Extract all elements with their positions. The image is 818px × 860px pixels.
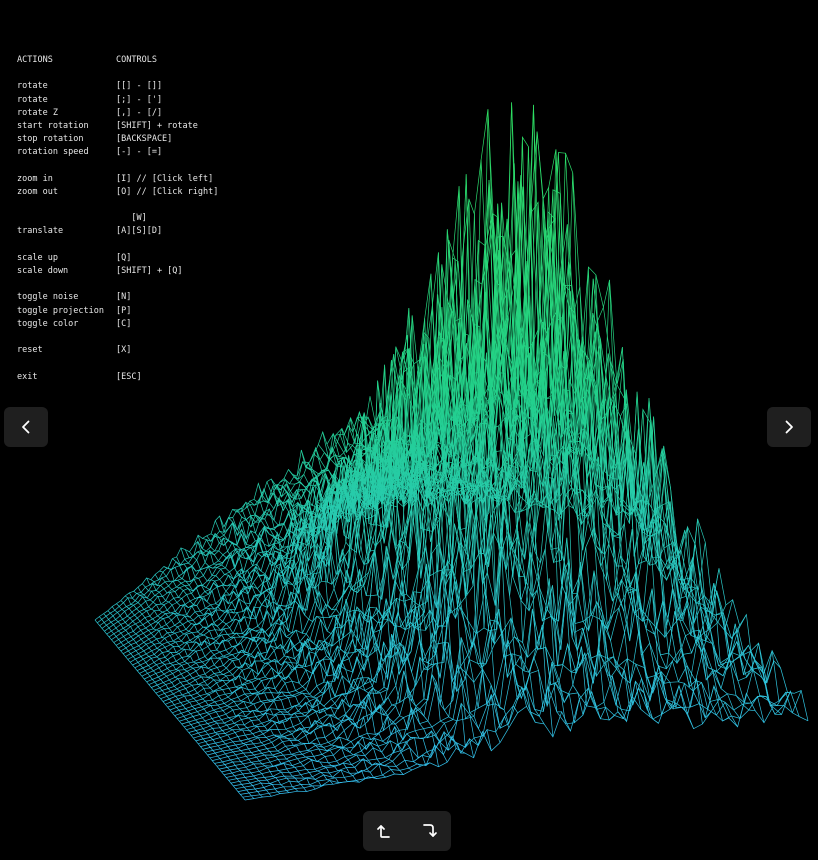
rotation-controls xyxy=(363,811,451,851)
action-label: rotate xyxy=(17,81,48,92)
action-label: exit xyxy=(17,371,38,382)
action-label xyxy=(17,212,116,225)
next-button[interactable] xyxy=(767,407,811,447)
action-label: ACTIONS xyxy=(17,55,53,65)
chevron-right-icon xyxy=(785,420,793,434)
action-label: start rotation xyxy=(17,120,89,131)
controls-row: rotate [[] - []] xyxy=(17,80,218,93)
control-key: [W] xyxy=(116,213,147,224)
action-label: rotation speed xyxy=(17,147,89,158)
prev-button[interactable] xyxy=(4,407,48,447)
action-label: rotate Z xyxy=(17,107,58,118)
controls-row: zoom in [I] // [Click left] xyxy=(17,173,218,186)
action-label: zoom out xyxy=(17,186,58,197)
controls-row: stop rotation [BACKSPACE] xyxy=(17,133,218,146)
control-key: [X] xyxy=(116,345,132,356)
controls-row: toggle projection [P] xyxy=(17,305,218,318)
controls-help-panel: ACTIONS CONTROLS rotate [[] - []] rotate [;] … xyxy=(17,54,218,384)
action-label: reset xyxy=(17,345,43,356)
controls-row: rotate Z [,] - [/] xyxy=(17,107,218,120)
control-key: [BACKSPACE] xyxy=(116,134,173,145)
action-label: toggle color xyxy=(17,318,79,329)
action-label: scale down xyxy=(17,266,69,276)
control-key: [,] - [/] xyxy=(116,107,163,118)
control-key: [;] - ['] xyxy=(116,94,163,105)
rotate-left-icon xyxy=(377,825,390,838)
action-label: toggle noise xyxy=(17,292,79,303)
controls-row: exit [ESC] xyxy=(17,371,218,384)
controls-row: zoom out [O] // [Click right] xyxy=(17,186,218,199)
control-key: [ESC] xyxy=(116,371,142,382)
control-key: [-] - [=] xyxy=(116,147,163,158)
control-key: [SHIFT] + [Q] xyxy=(116,266,183,276)
control-key: [P] xyxy=(116,305,132,316)
control-key: [A][S][D] xyxy=(116,226,163,237)
controls-row: toggle noise [N] xyxy=(17,291,218,304)
rotate-left-button[interactable] xyxy=(367,813,403,849)
chevron-left-icon xyxy=(22,420,30,434)
rotate-right-icon xyxy=(423,824,437,837)
action-label: toggle projection xyxy=(17,305,104,316)
controls-row: scale down [SHIFT] + [Q] xyxy=(17,265,218,278)
control-key: [SHIFT] + rotate xyxy=(116,120,198,131)
control-key: [Q] xyxy=(116,252,132,263)
control-key: [O] // [Click right] xyxy=(116,186,219,197)
controls-row: reset [X] xyxy=(17,344,218,357)
controls-row: scale up [Q] xyxy=(17,252,218,265)
rotate-right-button[interactable] xyxy=(411,813,447,849)
controls-row: translate [A][S][D] xyxy=(17,225,218,238)
control-key: [[] - []] xyxy=(116,81,163,92)
wireframe-terrain-mesh xyxy=(94,102,809,801)
action-label: scale up xyxy=(17,252,58,263)
action-label: stop rotation xyxy=(17,134,84,145)
controls-row: start rotation [SHIFT] + rotate xyxy=(17,120,218,133)
action-label: translate xyxy=(17,226,64,237)
control-key: [N] xyxy=(116,292,132,303)
action-label: zoom in xyxy=(17,173,53,184)
controls-row: toggle color [C] xyxy=(17,318,218,331)
controls-row: [W] xyxy=(17,212,218,225)
control-key: CONTROLS xyxy=(116,55,157,65)
controls-header: ACTIONS CONTROLS xyxy=(17,54,218,67)
control-key: [I] // [Click left] xyxy=(116,173,214,184)
controls-row: rotation speed [-] - [=] xyxy=(17,146,218,159)
action-label: rotate xyxy=(17,94,48,105)
controls-row: rotate [;] - ['] xyxy=(17,94,218,107)
control-key: [C] xyxy=(116,318,132,329)
